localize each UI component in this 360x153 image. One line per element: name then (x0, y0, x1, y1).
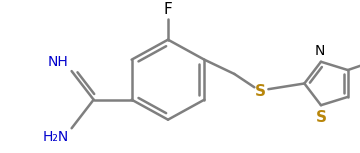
Text: NH: NH (48, 55, 69, 69)
Text: N: N (315, 44, 325, 58)
Text: F: F (164, 2, 172, 17)
Text: S: S (315, 110, 327, 125)
Text: S: S (255, 84, 266, 99)
Text: H₂N: H₂N (42, 130, 69, 144)
